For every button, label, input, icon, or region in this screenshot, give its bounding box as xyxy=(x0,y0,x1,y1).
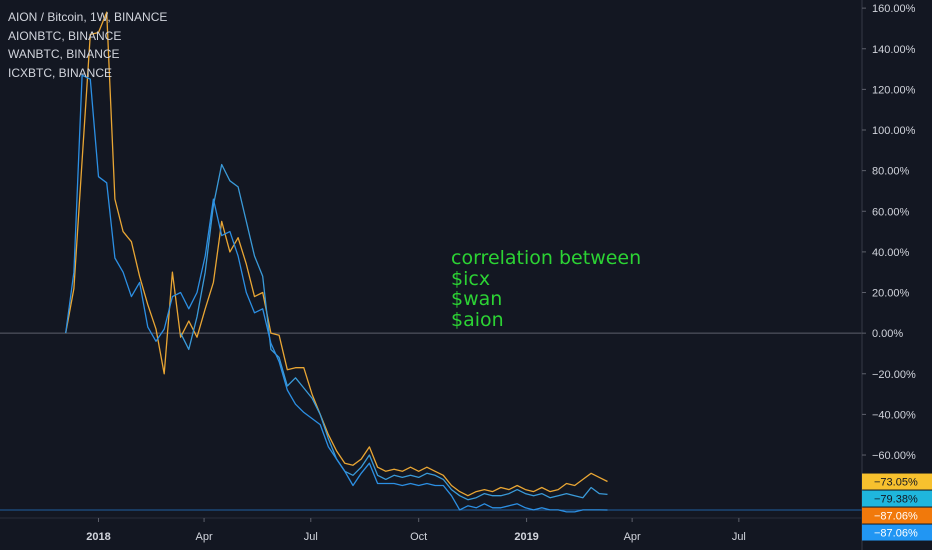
last-value-badge: −79.38% xyxy=(862,490,932,507)
x-tick-label: Oct xyxy=(410,531,427,543)
badge-label: −87.06% xyxy=(874,511,918,523)
y-tick-label: 20.00% xyxy=(872,288,910,300)
legend-series-aion[interactable]: AIONBTC, BINANCE xyxy=(8,28,122,43)
legend-series-wan[interactable]: WANBTC, BINANCE xyxy=(8,47,120,61)
badge-background xyxy=(862,507,932,524)
y-tick-label: −20.00% xyxy=(872,369,916,381)
y-tick-label: 80.00% xyxy=(872,166,910,178)
badge-background xyxy=(862,473,932,490)
badge-label: −87.06% xyxy=(874,528,918,540)
last-value-badge: −87.06% xyxy=(862,507,932,524)
x-tick-label: Apr xyxy=(196,531,213,543)
x-tick-label: Jul xyxy=(732,531,746,543)
badge-label: −73.05% xyxy=(874,477,918,489)
series-lines xyxy=(0,11,862,513)
y-tick-label: 100.00% xyxy=(872,125,916,137)
x-tick-label: 2019 xyxy=(514,531,538,543)
annotation-line-2: $icx xyxy=(451,267,491,290)
badge-background xyxy=(862,490,932,507)
legend-main-symbol[interactable]: AION / Bitcoin, 1W, BINANCE xyxy=(8,10,168,24)
badge-background xyxy=(862,524,932,541)
last-value-badges: −73.05% −79.38% −87.06% −87.06% xyxy=(862,473,932,541)
legend-series-icx[interactable]: ICXBTC, BINANCE xyxy=(8,65,113,80)
series-line-icx[interactable] xyxy=(65,74,608,513)
x-tick-label: 2018 xyxy=(86,531,110,543)
annotation-line-4: $aion xyxy=(451,308,504,331)
text-annotation[interactable]: correlation between $icx $wan $aion xyxy=(451,248,641,330)
y-tick-label: −60.00% xyxy=(872,450,916,462)
price-axis[interactable]: 160.00% 140.00% 120.00% 100.00% 80.00% 60.00%… xyxy=(861,0,916,550)
time-axis[interactable]: 2018 Apr Jul Oct 2019 Apr Jul xyxy=(0,517,932,543)
annotation-line-1: correlation between xyxy=(451,247,642,269)
x-tick-label: Apr xyxy=(624,531,641,543)
y-tick-label: 140.00% xyxy=(872,44,916,56)
y-tick-label: 120.00% xyxy=(872,84,916,96)
x-tick-label: Jul xyxy=(304,531,318,543)
series-line-wan[interactable] xyxy=(180,163,608,501)
y-tick-label: 0.00% xyxy=(872,328,903,340)
series-line-aion[interactable] xyxy=(65,11,608,497)
chart-legend: AION / Bitcoin, 1W, BINANCE AIONBTC, BIN… xyxy=(8,8,167,82)
last-value-badge: −87.06% xyxy=(862,524,932,541)
badge-label: −79.38% xyxy=(874,494,918,506)
annotation-line-3: $wan xyxy=(451,288,503,310)
last-value-badge: −73.05% xyxy=(862,473,932,490)
y-tick-label: 60.00% xyxy=(872,206,910,218)
y-tick-label: 40.00% xyxy=(872,247,910,259)
y-tick-label: −40.00% xyxy=(872,409,916,421)
y-tick-label: 160.00% xyxy=(872,3,916,15)
